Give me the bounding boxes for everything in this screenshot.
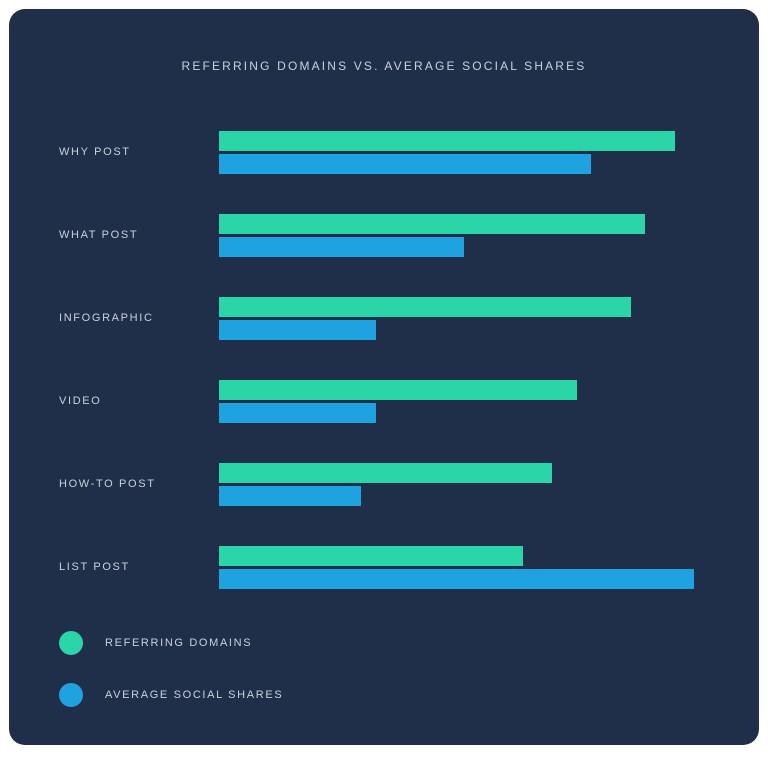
legend-swatch	[59, 683, 83, 707]
bar-referring_domains	[219, 546, 523, 566]
chart-row: WHY POST	[59, 128, 709, 176]
bar-group	[219, 131, 709, 174]
category-label: WHAT POST	[59, 229, 219, 241]
chart-legend: REFERRING DOMAINS AVERAGE SOCIAL SHARES	[59, 631, 709, 707]
chart-row: LIST POST	[59, 543, 709, 591]
bar-avg_social_shares	[219, 569, 694, 589]
category-label: HOW-TO POST	[59, 478, 219, 490]
bar-referring_domains	[219, 463, 552, 483]
legend-item: AVERAGE SOCIAL SHARES	[59, 683, 709, 707]
bar-avg_social_shares	[219, 320, 376, 340]
legend-label: REFERRING DOMAINS	[105, 637, 252, 649]
bar-avg_social_shares	[219, 486, 361, 506]
chart-row: WHAT POST	[59, 211, 709, 259]
bar-referring_domains	[219, 380, 577, 400]
bar-group	[219, 380, 709, 423]
bar-referring_domains	[219, 297, 631, 317]
chart-card: REFERRING DOMAINS VS. AVERAGE SOCIAL SHA…	[9, 9, 759, 745]
legend-item: REFERRING DOMAINS	[59, 631, 709, 655]
bar-avg_social_shares	[219, 403, 376, 423]
chart-row: INFOGRAPHIC	[59, 294, 709, 342]
bar-avg_social_shares	[219, 237, 464, 257]
legend-swatch	[59, 631, 83, 655]
bar-referring_domains	[219, 214, 645, 234]
bar-group	[219, 463, 709, 506]
category-label: LIST POST	[59, 561, 219, 573]
chart-row: VIDEO	[59, 377, 709, 425]
chart-title: REFERRING DOMAINS VS. AVERAGE SOCIAL SHA…	[59, 59, 709, 73]
bar-group	[219, 297, 709, 340]
bar-avg_social_shares	[219, 154, 591, 174]
chart-row: HOW-TO POST	[59, 460, 709, 508]
chart-body: WHY POST WHAT POST INFOGRAPHIC VIDEO HOW-TO …	[59, 128, 709, 591]
category-label: VIDEO	[59, 395, 219, 407]
category-label: WHY POST	[59, 146, 219, 158]
bar-referring_domains	[219, 131, 675, 151]
bar-group	[219, 546, 709, 589]
bar-group	[219, 214, 709, 257]
category-label: INFOGRAPHIC	[59, 312, 219, 324]
legend-label: AVERAGE SOCIAL SHARES	[105, 689, 283, 701]
